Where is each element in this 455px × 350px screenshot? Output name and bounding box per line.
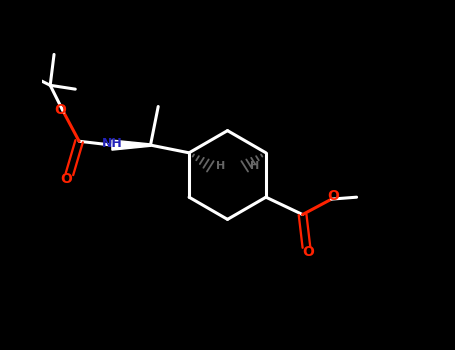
Text: O: O <box>61 172 72 186</box>
Text: H: H <box>216 161 225 171</box>
Polygon shape <box>112 140 151 150</box>
Text: H: H <box>251 161 260 171</box>
Text: NH: NH <box>102 136 123 150</box>
Text: O: O <box>303 245 314 259</box>
Text: O: O <box>55 103 66 117</box>
Text: O: O <box>328 189 339 203</box>
